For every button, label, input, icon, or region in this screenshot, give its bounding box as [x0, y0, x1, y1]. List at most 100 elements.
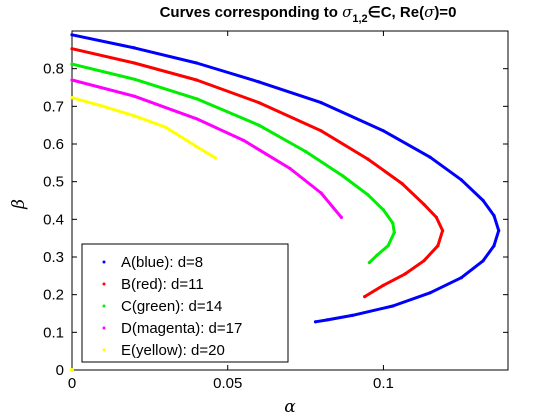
- title-sigma: σ: [342, 3, 353, 21]
- x-tick-label: 0.1: [373, 375, 394, 392]
- data-point: [481, 198, 485, 203]
- data-point: [70, 78, 74, 82]
- data-point: [163, 125, 167, 129]
- data-point: [313, 320, 318, 324]
- series-4: [70, 78, 343, 219]
- data-point: [257, 101, 261, 105]
- y-tick-label: 0.5: [43, 174, 64, 191]
- data-point: [366, 193, 370, 197]
- data-point: [392, 230, 396, 235]
- data-point: [492, 244, 496, 248]
- data-point: [132, 77, 136, 81]
- y-tick-label: 0.1: [43, 324, 64, 341]
- y-tick-label: 0.6: [43, 136, 64, 153]
- x-tick-label: 0.05: [213, 375, 242, 392]
- data-point: [132, 46, 136, 50]
- legend-marker: [102, 282, 106, 286]
- data-point: [319, 191, 323, 195]
- data-point: [366, 157, 370, 161]
- data-point: [70, 33, 74, 37]
- data-layer: [70, 33, 501, 372]
- data-point: [70, 368, 74, 372]
- data-point: [319, 129, 323, 133]
- data-point: [459, 276, 463, 280]
- data-point: [132, 61, 136, 65]
- data-point: [428, 155, 432, 159]
- data-point: [195, 61, 199, 65]
- legend: A(blue): d=8 B(red): d=11 C(green): d=14 D(…: [81, 243, 289, 363]
- data-point: [375, 253, 379, 257]
- data-point: [341, 174, 345, 178]
- data-point: [195, 78, 199, 82]
- legend-label: A(blue): d=8: [121, 254, 203, 271]
- data-point: [481, 259, 485, 263]
- title-prefix: Curves corresponding to: [160, 4, 343, 21]
- title-suffix: )=0: [434, 4, 456, 21]
- data-point: [391, 304, 395, 308]
- legend-box: [81, 243, 289, 363]
- data-point: [288, 166, 292, 171]
- series-1: [70, 33, 501, 324]
- y-tick-label: 0.7: [43, 98, 64, 115]
- series-3: [70, 62, 396, 265]
- data-point: [132, 94, 136, 98]
- data-point: [319, 101, 323, 105]
- y-tick-label: 0.8: [43, 61, 64, 78]
- data-point: [367, 261, 371, 265]
- y-tick-label: 0.2: [43, 287, 64, 304]
- data-point: [436, 244, 440, 248]
- legend-marker: [102, 348, 106, 352]
- data-point: [257, 123, 261, 127]
- chart-title: Curves corresponding to σ1,2∈C, Re(σ)=0: [160, 3, 457, 25]
- data-point: [195, 117, 199, 121]
- data-point: [381, 208, 385, 212]
- data-point: [497, 229, 501, 233]
- legend-label: B(red): d=11: [121, 276, 204, 293]
- legend-label: E(yellow): d=20: [121, 342, 225, 359]
- data-point: [339, 215, 343, 219]
- data-point: [325, 318, 329, 322]
- data-point: [70, 62, 74, 66]
- data-point: [101, 104, 105, 108]
- data-point: [441, 229, 445, 233]
- data-point: [459, 178, 463, 182]
- data-point: [422, 202, 426, 206]
- data-point: [350, 313, 354, 317]
- data-point: [386, 244, 390, 248]
- title-subscript: 1,2: [352, 13, 367, 25]
- series-line: [70, 96, 217, 160]
- data-point: [403, 272, 407, 276]
- series-2: [70, 47, 445, 299]
- data-point: [70, 47, 74, 51]
- axis-ticks: 0 0.05 0.1 0 0.1 0.2 0.3 0.4 0.5 0.6 0.7 0.8: [43, 31, 508, 392]
- legend-label: C(green): d=14: [121, 298, 222, 315]
- data-point: [422, 259, 426, 263]
- data-point: [132, 114, 136, 118]
- data-point: [428, 291, 432, 295]
- title-sigma2: σ: [424, 3, 435, 21]
- data-point: [492, 214, 496, 218]
- data-point: [257, 80, 261, 84]
- y-axis-label: β: [9, 199, 29, 210]
- data-point: [195, 145, 199, 149]
- y-tick-label: 0.3: [43, 249, 64, 266]
- series-5: [70, 96, 217, 160]
- x-axis-label: α: [284, 397, 296, 417]
- data-point: [400, 182, 404, 186]
- data-point: [304, 149, 308, 154]
- data-point: [381, 129, 385, 133]
- data-point: [434, 215, 438, 219]
- data-point: [241, 138, 245, 142]
- data-point: [391, 221, 395, 225]
- data-point: [381, 283, 385, 287]
- legend-marker: [102, 304, 106, 308]
- data-point: [195, 97, 199, 101]
- legend-marker: [102, 260, 106, 264]
- data-point: [70, 96, 74, 100]
- data-point: [213, 156, 217, 160]
- x-tick-label: 0: [68, 375, 76, 392]
- legend-label: D(magenta): d=17: [121, 320, 242, 337]
- y-tick-label: 0: [56, 362, 64, 379]
- legend-marker: [102, 326, 106, 330]
